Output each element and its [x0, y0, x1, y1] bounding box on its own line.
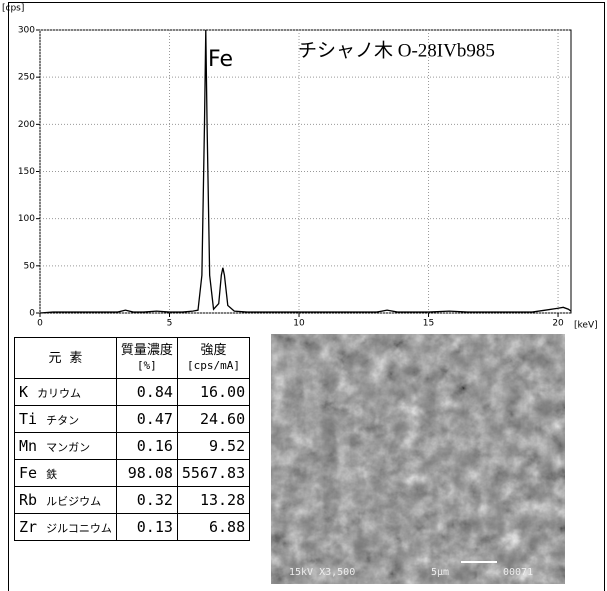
y-unit: [cps]: [2, 4, 24, 14]
element-name: ジルコニウム: [46, 522, 112, 535]
intensity-cell: 16.00: [176, 378, 251, 406]
frame: [8, 2, 605, 591]
header-cell: 強度 [cps/mA]: [176, 337, 251, 379]
element-symbol: Zr: [19, 518, 38, 536]
mass-cell: 98.08: [115, 459, 178, 487]
x-tick-label: 20: [552, 319, 564, 329]
mass-cell: 0.13: [115, 513, 178, 541]
table-row: Zr ジルコニウム 0.13 6.88: [14, 513, 251, 541]
element-cell: Fe 鉄: [14, 459, 117, 487]
y-tick-label: 50: [24, 261, 36, 271]
x-tick-label: 0: [37, 319, 43, 329]
mass-cell: 0.32: [115, 486, 178, 514]
x-tick-label: 15: [423, 319, 434, 329]
image-texture: [271, 334, 565, 584]
table-row: Rb ルビジウム 0.32 13.28: [14, 486, 251, 514]
table-row: Ti チタン 0.47 24.60: [14, 405, 251, 433]
element-symbol: Mn: [19, 437, 38, 455]
x-tick-label: 10: [293, 319, 305, 329]
image-caption: 5μm: [431, 567, 449, 578]
intensity-cell: 24.60: [176, 405, 251, 433]
y-tick-label: 250: [18, 73, 35, 83]
plot-frame: [39, 29, 572, 314]
y-tick-label: 300: [18, 26, 35, 36]
image-caption: 00071: [503, 567, 533, 578]
element-symbol: K: [19, 383, 29, 401]
header-text: 質量濃度: [120, 343, 173, 358]
chart: [cps] [keV] Fe チシャノ木 O-28IVb985 05010015…: [2, 4, 598, 331]
element-name: 鉄: [46, 468, 58, 481]
image-caption: 15kV X3,500: [289, 567, 355, 578]
intensity-cell: 9.52: [176, 432, 251, 460]
header-cell: 元 素: [14, 337, 117, 379]
y-tick-label: 100: [18, 214, 35, 224]
mass-cell: 0.47: [115, 405, 178, 433]
element-name: カリウム: [37, 387, 82, 400]
intensity-cell: 5567.83: [176, 459, 251, 487]
x-unit: [keV]: [574, 321, 598, 331]
element-name: マンガン: [46, 441, 91, 454]
sample-label: チシャノ木 O-28IVb985: [298, 39, 495, 61]
result-table: 元 素質量濃度 [%] 強度 [cps/mA] K カリウム 0.84 16.00 Ti チタ…: [14, 337, 251, 541]
element-cell: Zr ジルコニウム: [14, 513, 117, 541]
element-symbol: Rb: [19, 491, 38, 509]
header-cell: 質量濃度 [%]: [115, 337, 178, 379]
mass-cell: 0.16: [115, 432, 178, 460]
header-text: [cps/mA]: [187, 359, 240, 372]
sem-image: 15kV X3,500 5μm 00071: [271, 334, 565, 584]
intensity-cell: 13.28: [176, 486, 251, 514]
y-tick-label: 150: [18, 167, 35, 177]
peak-label: Fe: [208, 47, 233, 72]
table-row: K カリウム 0.84 16.00: [14, 378, 251, 406]
table-row: Mn マンガン 0.16 9.52: [14, 432, 251, 460]
y-tick-label: 0: [29, 309, 35, 319]
header-text: 強度: [200, 343, 227, 358]
element-cell: Mn マンガン: [14, 432, 117, 460]
x-tick-label: 5: [167, 319, 173, 329]
header-row: 元 素質量濃度 [%] 強度 [cps/mA]: [14, 337, 251, 379]
header-text: [%]: [136, 359, 157, 372]
element-cell: K カリウム: [14, 378, 117, 406]
table-row: Fe 鉄 98.08 5567.83: [14, 459, 251, 487]
element-name: ルビジウム: [46, 495, 102, 508]
element-name: チタン: [46, 414, 80, 427]
intensity-cell: 6.88: [176, 513, 251, 541]
element-cell: Rb ルビジウム: [14, 486, 117, 514]
y-tick-label: 200: [18, 120, 35, 130]
element-symbol: Fe: [19, 464, 38, 482]
spectrum-line: [39, 29, 572, 314]
element-symbol: Ti: [19, 410, 38, 428]
header-text: 元 素: [48, 350, 83, 366]
mass-cell: 0.84: [115, 378, 178, 406]
element-cell: Ti チタン: [14, 405, 117, 433]
